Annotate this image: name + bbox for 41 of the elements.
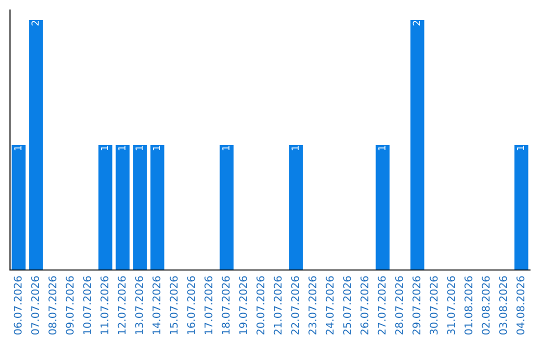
data-label: 1 xyxy=(152,146,160,150)
x-tick-label: 30.07.2026 xyxy=(430,276,438,334)
x-tick-label: 23.07.2026 xyxy=(308,276,316,334)
x-tick-label: 22.07.2026 xyxy=(291,276,300,334)
x-tick-label: 27.07.2026 xyxy=(378,276,386,334)
data-label: 1 xyxy=(100,146,108,150)
x-tick-label: 25.07.2026 xyxy=(343,276,352,334)
data-label: 1 xyxy=(292,146,299,150)
data-label: 1 xyxy=(516,146,524,150)
x-tick-label: 01.08.2026 xyxy=(464,276,472,335)
data-label: 1 xyxy=(14,146,22,150)
x-tick-label: 03.08.2026 xyxy=(499,276,508,335)
x-tick-label: 12.07.2026 xyxy=(118,276,126,334)
x-tick-label: 17.07.2026 xyxy=(204,276,212,334)
x-tick-label: 24.07.2026 xyxy=(326,276,334,334)
data-label: 2 xyxy=(412,20,420,26)
x-tick-label: 13.07.2026 xyxy=(135,276,144,334)
x-tick-label: 02.08.2026 xyxy=(482,276,490,335)
x-tick-label: 15.07.2026 xyxy=(170,276,178,334)
x-tick-label: 04.08.2026 xyxy=(516,276,524,335)
data-label: 1 xyxy=(378,146,386,150)
x-tick-label: 20.07.2026 xyxy=(256,276,264,334)
x-tick-label: 14.07.2026 xyxy=(152,276,160,334)
data-label: 2 xyxy=(31,20,39,26)
x-tick-label: 08.07.2026 xyxy=(48,276,56,335)
x-tick-label: 07.07.2026 xyxy=(31,276,40,335)
x-tick-label: 26.07.2026 xyxy=(360,276,368,334)
x-tick-label: 31.07.2026 xyxy=(447,276,456,334)
x-tick-label: 09.07.2026 xyxy=(66,276,74,335)
x-tick-label: 06.07.2026 xyxy=(14,276,22,335)
x-tick-label: 18.07.2026 xyxy=(222,276,230,334)
x-tick-label: 19.07.2026 xyxy=(239,276,248,334)
x-tick-label: 16.07.2026 xyxy=(187,276,196,334)
data-label: 1 xyxy=(222,146,230,150)
x-tick-label: 10.07.2026 xyxy=(83,276,92,334)
x-tick-label: 11.07.2026 xyxy=(100,276,108,334)
data-label: 1 xyxy=(118,146,126,150)
x-tick-label: 29.07.2026 xyxy=(412,276,420,334)
x-tick-label: 21.07.2026 xyxy=(274,276,282,334)
data-label: 1 xyxy=(136,146,143,150)
x-tick-label: 28.07.2026 xyxy=(395,276,404,334)
